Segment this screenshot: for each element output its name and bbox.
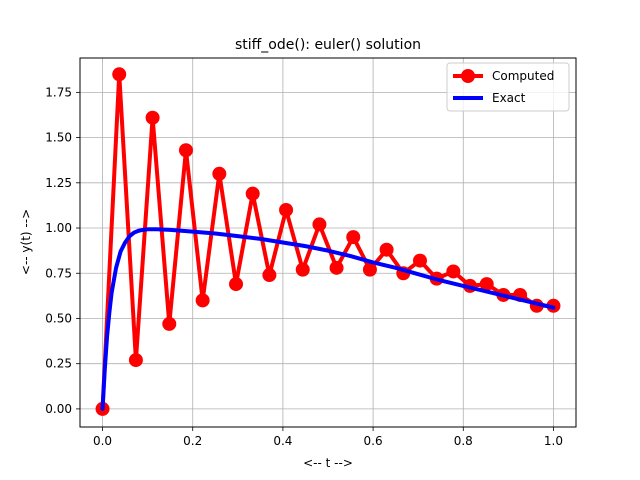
series-layer [95, 67, 561, 416]
data-point-computed [479, 277, 494, 292]
ticks: 0.0 0.2 0.4 0.6 0.8 1.0 0.00 0.25 0.50 0.75 1.00 1.… [45, 85, 563, 448]
data-point-computed [162, 316, 177, 331]
chart-title: stiff_ode(): euler() solution [235, 37, 421, 53]
data-point-computed [262, 268, 277, 283]
legend: Computed Exact [446, 62, 570, 112]
data-point-computed [145, 110, 160, 125]
y-tick-label: 0.50 [45, 311, 72, 325]
data-point-computed [229, 277, 244, 292]
y-tick-label: 0.25 [45, 357, 72, 371]
data-point-computed [279, 202, 294, 217]
data-point-computed [446, 264, 461, 279]
data-point-computed [178, 143, 193, 158]
x-tick-label: 0.4 [273, 434, 292, 448]
data-point-computed [128, 353, 143, 368]
x-axis-label: <-- t --> [303, 456, 353, 470]
legend-label-exact: Exact [492, 91, 526, 105]
plot-frame [79, 57, 577, 428]
x-tick-label: 0.6 [364, 434, 383, 448]
data-point-computed [112, 67, 127, 82]
series-line-exact [100, 227, 556, 411]
data-point-computed [245, 186, 260, 201]
data-point-computed [346, 230, 361, 245]
legend-marker-computed [461, 69, 475, 83]
x-tick-label: 0.8 [454, 434, 473, 448]
data-point-computed [412, 253, 427, 268]
y-tick-label: 1.25 [45, 176, 72, 190]
x-tick-label: 0.0 [93, 434, 112, 448]
x-tick-label: 0.2 [183, 434, 202, 448]
data-point-computed [295, 262, 310, 277]
data-point-computed [212, 166, 227, 181]
data-point-computed [195, 293, 210, 308]
data-point-computed [312, 217, 327, 232]
series-line-computed [100, 72, 556, 411]
y-tick-label: 1.50 [45, 131, 72, 145]
y-tick-label: 1.75 [45, 85, 72, 99]
y-tick-label: 0.75 [45, 266, 72, 280]
data-point-computed [362, 262, 377, 277]
data-point-computed [329, 260, 344, 275]
y-tick-label: 0.00 [45, 402, 72, 416]
data-point-computed [379, 242, 394, 257]
y-tick-label: 1.00 [45, 221, 72, 235]
x-tick-label: 1.0 [544, 434, 563, 448]
grid [80, 58, 576, 427]
legend-label-computed: Computed [492, 69, 554, 83]
y-axis-label: <-- y(t) --> [19, 209, 33, 275]
